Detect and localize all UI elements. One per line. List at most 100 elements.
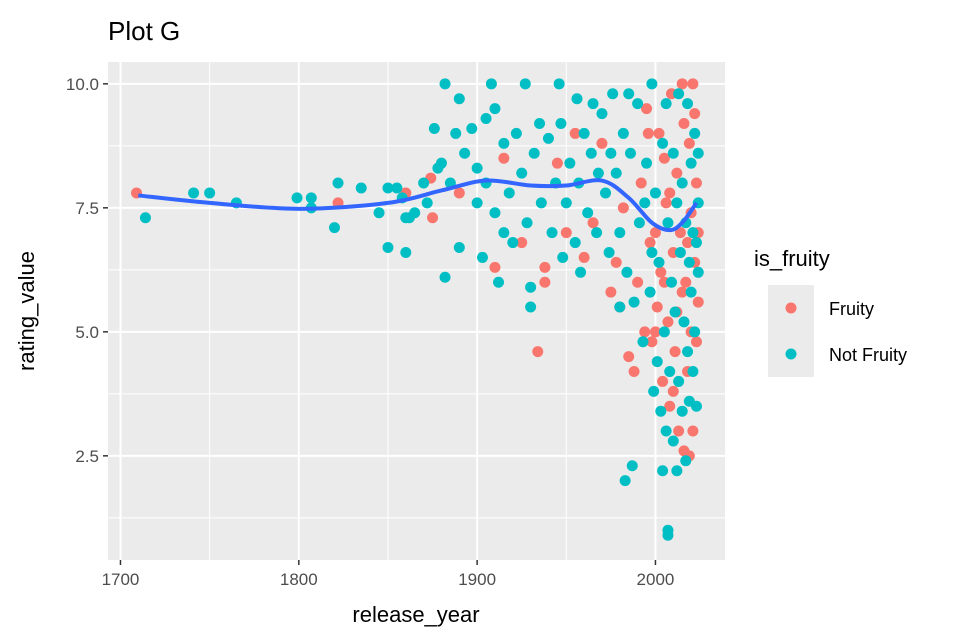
legend-label-fruity: Fruity bbox=[829, 299, 874, 319]
plot-panel bbox=[108, 62, 725, 560]
data-point-not-fruity bbox=[623, 88, 635, 100]
data-point-not-fruity bbox=[355, 182, 367, 194]
data-point-fruity bbox=[692, 296, 704, 308]
data-point-fruity bbox=[690, 177, 702, 189]
data-point-not-fruity bbox=[582, 207, 594, 219]
data-point-not-fruity bbox=[521, 217, 533, 229]
data-point-not-fruity bbox=[453, 93, 465, 105]
data-point-not-fruity bbox=[525, 301, 537, 313]
data-point-not-fruity bbox=[678, 316, 690, 328]
data-point-not-fruity bbox=[485, 78, 497, 90]
data-point-not-fruity bbox=[664, 366, 676, 378]
axis-ticks: 1700 1800 1900 2000 2.5 5.0 7.5 10.0 bbox=[66, 75, 674, 589]
data-point-not-fruity bbox=[648, 385, 660, 397]
data-point-fruity bbox=[610, 256, 622, 268]
data-point-not-fruity bbox=[689, 326, 701, 338]
data-point-not-fruity bbox=[528, 147, 540, 159]
data-point-not-fruity bbox=[525, 281, 537, 293]
data-point-fruity bbox=[662, 316, 674, 328]
data-point-fruity bbox=[676, 286, 688, 298]
data-point-fruity bbox=[560, 227, 572, 239]
data-point-not-fruity bbox=[493, 276, 505, 288]
data-point-not-fruity bbox=[685, 157, 697, 169]
data-point-not-fruity bbox=[657, 465, 669, 477]
data-point-not-fruity bbox=[666, 276, 678, 288]
data-point-fruity bbox=[653, 127, 665, 139]
data-point-not-fruity bbox=[633, 217, 645, 229]
data-point-not-fruity bbox=[332, 177, 344, 189]
data-point-fruity bbox=[680, 276, 692, 288]
data-point-not-fruity bbox=[453, 242, 465, 254]
data-point-not-fruity bbox=[585, 147, 597, 159]
data-point-not-fruity bbox=[489, 207, 501, 219]
data-point-fruity bbox=[669, 346, 681, 358]
data-point-not-fruity bbox=[418, 177, 430, 189]
data-point-not-fruity bbox=[569, 237, 581, 249]
data-point-not-fruity bbox=[667, 147, 679, 159]
data-point-not-fruity bbox=[534, 118, 546, 130]
data-point-not-fruity bbox=[676, 177, 688, 189]
data-point-not-fruity bbox=[439, 78, 451, 90]
data-point-fruity bbox=[516, 237, 528, 249]
data-point-not-fruity bbox=[614, 227, 626, 239]
data-point-not-fruity bbox=[328, 222, 340, 234]
data-point-fruity bbox=[635, 177, 647, 189]
data-point-fruity bbox=[664, 400, 676, 412]
data-point-not-fruity bbox=[680, 455, 692, 467]
data-point-not-fruity bbox=[626, 460, 638, 472]
data-point-not-fruity bbox=[421, 197, 433, 209]
data-point-not-fruity bbox=[683, 256, 695, 268]
data-point-fruity bbox=[660, 197, 672, 209]
data-point-not-fruity bbox=[637, 336, 649, 348]
data-point-not-fruity bbox=[510, 127, 522, 139]
data-point-not-fruity bbox=[624, 147, 636, 159]
data-point-fruity bbox=[690, 336, 702, 348]
data-point-not-fruity bbox=[682, 346, 694, 358]
legend-label-not-fruity: Not Fruity bbox=[829, 345, 907, 365]
data-point-not-fruity bbox=[578, 127, 590, 139]
data-point-not-fruity bbox=[641, 157, 653, 169]
data-point-not-fruity bbox=[607, 88, 619, 100]
data-point-not-fruity bbox=[400, 246, 412, 258]
data-point-not-fruity bbox=[535, 197, 547, 209]
data-point-fruity bbox=[657, 375, 669, 387]
legend: is_fruity Fruity Not Fruity bbox=[754, 246, 907, 377]
y-tick-label: 5.0 bbox=[75, 323, 99, 342]
data-point-not-fruity bbox=[498, 137, 510, 149]
data-point-not-fruity bbox=[555, 118, 567, 130]
data-point-not-fruity bbox=[690, 237, 702, 249]
y-axis-label: rating_value bbox=[14, 251, 39, 371]
data-point-fruity bbox=[569, 127, 581, 139]
data-point-not-fruity bbox=[689, 127, 701, 139]
data-point-not-fruity bbox=[507, 237, 519, 249]
data-point-not-fruity bbox=[382, 242, 394, 254]
data-point-not-fruity bbox=[516, 167, 528, 179]
data-point-not-fruity bbox=[605, 147, 617, 159]
data-point-not-fruity bbox=[489, 103, 501, 115]
data-point-fruity bbox=[617, 202, 629, 214]
data-point-not-fruity bbox=[662, 529, 674, 541]
legend-swatch-not-fruity bbox=[785, 348, 797, 360]
data-point-not-fruity bbox=[439, 271, 451, 283]
data-point-not-fruity bbox=[382, 182, 394, 194]
data-point-fruity bbox=[539, 261, 551, 273]
data-point-not-fruity bbox=[596, 108, 608, 120]
x-tick-label: 1900 bbox=[458, 570, 496, 589]
data-point-not-fruity bbox=[435, 157, 447, 169]
data-point-not-fruity bbox=[660, 425, 672, 437]
data-point-not-fruity bbox=[646, 246, 658, 258]
data-point-not-fruity bbox=[662, 217, 674, 229]
data-point-not-fruity bbox=[628, 296, 640, 308]
data-point-not-fruity bbox=[305, 192, 317, 204]
data-point-fruity bbox=[655, 266, 667, 278]
data-point-fruity bbox=[539, 276, 551, 288]
data-point-fruity bbox=[427, 212, 439, 224]
data-point-not-fruity bbox=[676, 405, 688, 417]
data-point-not-fruity bbox=[644, 286, 656, 298]
data-point-not-fruity bbox=[476, 251, 488, 263]
data-point-fruity bbox=[683, 137, 695, 149]
data-point-not-fruity bbox=[692, 147, 704, 159]
data-point-not-fruity bbox=[614, 301, 626, 313]
data-point-not-fruity bbox=[667, 435, 679, 447]
